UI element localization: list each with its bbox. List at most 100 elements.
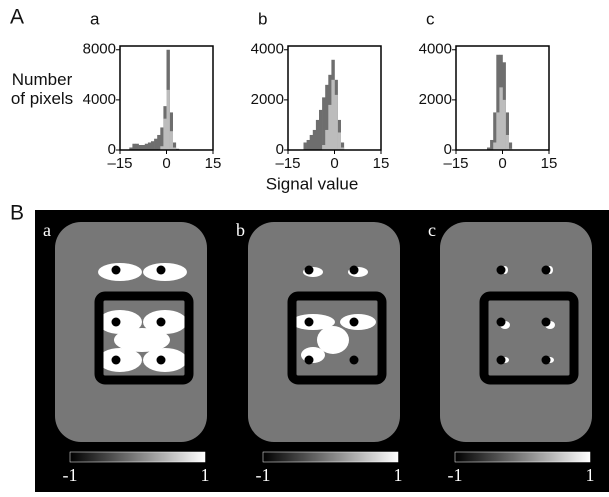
- histogram-bar: [325, 129, 329, 150]
- marker: [349, 265, 359, 275]
- marker: [156, 355, 166, 365]
- frame: [479, 291, 579, 385]
- histogram-bar: [169, 131, 173, 150]
- histogram-bar: [340, 142, 345, 150]
- y-tick-label: 0: [444, 141, 452, 158]
- y-tick-label: 4000: [419, 41, 452, 58]
- histogram-bar: [172, 147, 177, 150]
- colorbar-tick-label: -1: [448, 465, 463, 485]
- marker: [111, 265, 121, 275]
- panel-label: A: [10, 6, 24, 29]
- histogram-bar: [328, 104, 332, 150]
- histogram-bar: [144, 143, 149, 150]
- x-tick-label: 15: [373, 155, 390, 172]
- image-label: b: [236, 220, 245, 240]
- histogram-bar: [312, 129, 317, 150]
- colorbar-tick-label: 1: [394, 465, 403, 485]
- subplot-label: b: [258, 9, 267, 28]
- y-axis-label: Number of pixels: [10, 70, 74, 108]
- colorbar: [69, 451, 206, 463]
- marker: [304, 265, 314, 275]
- histogram-bar: [306, 139, 310, 150]
- image-label: c: [428, 220, 436, 240]
- histogram-bar: [502, 99, 506, 150]
- y-tick-label: 8000: [83, 41, 116, 58]
- histogram-bar: [493, 112, 497, 150]
- histogram-bar: [163, 118, 167, 150]
- histogram-bar: [322, 97, 326, 150]
- colorbar-tick-label: -1: [256, 465, 271, 485]
- histogram-bar: [337, 132, 341, 150]
- histogram-bar: [340, 147, 345, 150]
- colorbar-tick-label: -1: [63, 465, 78, 485]
- marker: [111, 317, 121, 327]
- y-tick-label: 0: [276, 141, 284, 158]
- histogram-bar: [496, 54, 500, 150]
- histogram-bar: [154, 138, 158, 150]
- colorbar: [262, 451, 399, 463]
- marker: [496, 317, 506, 327]
- phantom: [440, 222, 592, 442]
- histogram-bar: [319, 109, 323, 150]
- x-tick-label: 15: [541, 155, 558, 172]
- histogram-bar: [135, 143, 139, 150]
- y-tick-label: 0: [108, 141, 116, 158]
- marker: [349, 317, 359, 327]
- y-tick-label: 2000: [419, 91, 452, 108]
- colorbar-tick-label: 1: [201, 465, 210, 485]
- signal-region: [317, 326, 349, 354]
- y-tick-label: 4000: [83, 91, 116, 108]
- colorbar: [454, 451, 591, 463]
- marker: [541, 265, 551, 275]
- marker: [541, 355, 551, 365]
- histogram-bar: [160, 146, 164, 150]
- histogram-bar: [505, 112, 509, 150]
- marker: [304, 317, 314, 327]
- histogram-bar: [157, 134, 161, 150]
- marker: [496, 355, 506, 365]
- marker: [541, 317, 551, 327]
- frame: [287, 291, 387, 385]
- histogram-bar: [508, 142, 513, 150]
- frame: [94, 291, 194, 385]
- histogram-bar: [315, 119, 320, 150]
- x-tick-label: 0: [162, 155, 170, 172]
- y-axis-label-box: Number of pixels: [10, 70, 74, 108]
- histogram-bar: [303, 142, 307, 150]
- marker: [156, 317, 166, 327]
- x-tick-label: –15: [443, 155, 468, 172]
- histogram-bar: [172, 142, 177, 150]
- histogram-bar: [487, 147, 491, 150]
- histogram-bar: [322, 144, 326, 150]
- x-tick-label: 0: [330, 155, 338, 172]
- x-tick-label: –15: [275, 155, 300, 172]
- x-axis-label: Signal value: [266, 174, 359, 193]
- marker: [496, 265, 506, 275]
- marker: [111, 355, 121, 365]
- image-label: a: [43, 220, 51, 240]
- histogram-bar: [334, 94, 338, 150]
- x-tick-label: 0: [498, 155, 506, 172]
- histogram-bar: [138, 144, 142, 150]
- histogram-bar: [147, 142, 152, 150]
- subplot-label: c: [426, 9, 435, 28]
- histogram-bar: [166, 89, 170, 150]
- histogram-bar: [309, 134, 314, 150]
- histogram-bar: [490, 139, 494, 150]
- marker: [349, 355, 359, 365]
- histogram-bar: [331, 79, 335, 150]
- marker: [156, 265, 166, 275]
- histogram-bar: [505, 134, 509, 150]
- subplot-label: a: [90, 9, 100, 28]
- histogram-bar: [160, 127, 164, 150]
- panel-label: B: [10, 202, 24, 225]
- histogram-bar: [132, 143, 136, 150]
- y-tick-label: 4000: [251, 41, 284, 58]
- histogram-bar: [129, 147, 133, 150]
- colorbar-tick-label: 1: [586, 465, 595, 485]
- x-tick-label: –15: [107, 155, 132, 172]
- histogram-bar: [493, 142, 497, 150]
- histogram-bar: [325, 84, 329, 150]
- histogram-bar: [496, 112, 500, 150]
